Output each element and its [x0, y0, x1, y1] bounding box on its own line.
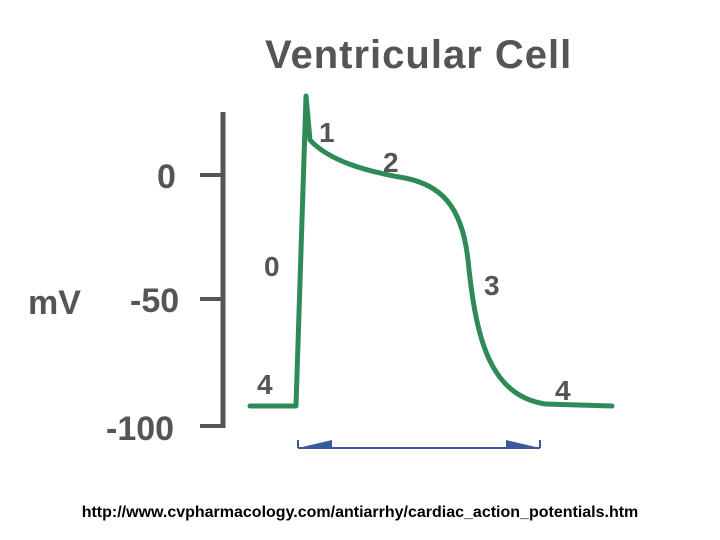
arrow-left-head-icon [298, 440, 332, 448]
y-tick-label-0: 0 [157, 158, 176, 196]
phase-label-2: 2 [383, 147, 399, 178]
phase-label-1: 1 [319, 117, 335, 148]
arrow-right-head-icon [506, 440, 540, 448]
duration-arrow [297, 440, 541, 449]
y-tick-label-minus50: -50 [130, 282, 179, 320]
y-tick-label-minus100: -100 [106, 410, 174, 448]
phase-label-3: 3 [484, 270, 500, 301]
phase-label-4-left: 4 [257, 369, 273, 400]
source-url: http://www.cvpharmacology.com/antiarrhy/… [81, 504, 639, 521]
diagram-title: Ventricular Cell [265, 33, 572, 77]
phase-label-0: 0 [264, 251, 280, 282]
y-axis-unit: mV [28, 284, 81, 322]
phase-label-4-right: 4 [555, 375, 571, 406]
action-potential-trace [247, 93, 615, 409]
